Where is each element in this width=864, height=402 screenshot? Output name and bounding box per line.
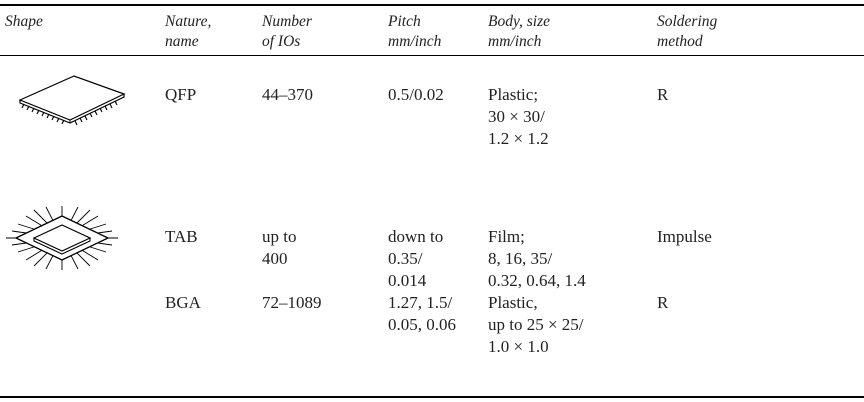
header-cell: Pitch mm/inch	[388, 12, 441, 52]
cell-text: 0.014	[388, 271, 427, 290]
cell-text: Impulse	[657, 227, 712, 246]
header-text: of IOs	[262, 33, 301, 50]
header-cell: Number of IOs	[262, 12, 312, 52]
cell-text: 1.0 × 1.0	[488, 337, 549, 356]
table-cell: 0.5/0.02	[388, 84, 444, 106]
cell-text: up to 25 × 25/	[488, 315, 584, 334]
cell-text: 8, 16, 35/	[488, 249, 553, 268]
header-cell: Nature, name	[165, 12, 211, 52]
table-cell: R	[657, 84, 668, 106]
table-cell: TAB	[165, 226, 198, 248]
cell-text: 44–370	[262, 85, 313, 104]
cell-text: TAB	[165, 227, 198, 246]
cell-text: BGA	[165, 293, 201, 312]
top-rule	[0, 4, 864, 6]
table-cell: QFP	[165, 84, 196, 106]
cell-text: 1.27, 1.5/	[388, 293, 453, 312]
header-text: Soldering	[657, 13, 718, 30]
cell-text: 400	[262, 249, 288, 268]
header-text: name	[165, 33, 199, 50]
tab-icon	[6, 206, 118, 270]
table-cell: R	[657, 292, 668, 314]
cell-text: 0.35/	[388, 249, 423, 268]
header-text: Shape	[5, 13, 43, 30]
header-cell: Shape	[5, 12, 43, 32]
table-cell: 1.27, 1.5/0.05, 0.06	[388, 292, 456, 336]
cell-text: up to	[262, 227, 297, 246]
table-cell: Plastic; 30 × 30/1.2 × 1.2	[488, 84, 549, 150]
table-cell: 44–370	[262, 84, 313, 106]
header-text: Number	[262, 13, 312, 30]
header-text: mm/inch	[388, 33, 442, 50]
cell-text: 30 × 30/	[488, 107, 545, 126]
header-rule	[0, 55, 864, 56]
header-text: mm/inch	[488, 33, 542, 50]
cell-text: R	[657, 85, 669, 104]
qfp-icon	[18, 75, 126, 126]
header-cell: Soldering method	[657, 12, 717, 52]
cell-text: Plastic;	[488, 85, 539, 104]
cell-text: R	[657, 293, 669, 312]
cell-text: 0.05, 0.06	[388, 315, 456, 334]
cell-text: 72–1089	[262, 293, 322, 312]
cell-text: down to	[388, 227, 444, 246]
header-cell: Body, size mm/inch	[488, 12, 550, 52]
table-cell: Film; 8, 16, 35/0.32, 0.64, 1.4	[488, 226, 586, 292]
cell-text: 0.5/0.02	[388, 85, 444, 104]
header-text: Body, size	[488, 13, 550, 30]
table-cell: down to 0.35/0.014	[388, 226, 443, 292]
cell-text: 1.2 × 1.2	[488, 129, 549, 148]
table-cell: 72–1089	[262, 292, 322, 314]
table-cell: BGA	[165, 292, 201, 314]
header-text: method	[657, 33, 703, 50]
table-cell: Plastic, up to 25 × 25/1.0 × 1.0	[488, 292, 584, 358]
cell-text: Plastic,	[488, 293, 538, 312]
bottom-rule	[0, 396, 864, 398]
cell-text: 0.32, 0.64, 1.4	[488, 271, 586, 290]
cell-text: QFP	[165, 85, 197, 104]
header-text: Nature,	[165, 13, 212, 30]
table-cell: Impulse	[657, 226, 712, 248]
header-text: Pitch	[388, 13, 421, 30]
table-cell: up to 400	[262, 226, 296, 270]
cell-text: Film;	[488, 227, 525, 246]
